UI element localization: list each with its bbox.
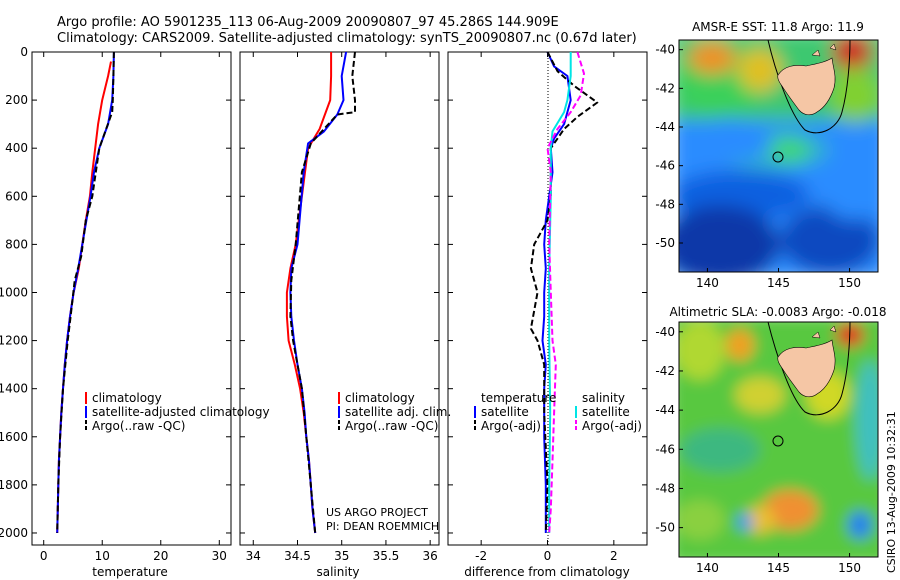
x-tick-label: 35 <box>334 549 349 563</box>
map-y-tick-label: -40 <box>655 325 675 339</box>
series-line <box>289 51 348 534</box>
temperature-xlabel: temperature <box>92 565 167 579</box>
x-tick-label: 35.5 <box>373 549 400 563</box>
sla-coast-islands <box>811 325 837 339</box>
x-tick-label: 34.5 <box>284 549 311 563</box>
legend-label-argo: Argo(..raw -QC) <box>345 419 438 433</box>
y-tick-label: 1400 <box>0 382 28 396</box>
sst-map-panel: AMSR-E SST: 11.8 Argo: 11.9 <box>655 20 879 290</box>
sla-tasmania-land <box>777 339 836 398</box>
difference-ticks: -2 0 2 <box>448 51 647 563</box>
y-tick-label: 2000 <box>0 526 28 540</box>
legend-group-temperature: temperature <box>481 391 556 405</box>
map-y-tick-label: -42 <box>655 81 675 95</box>
salinity-lines <box>285 51 356 534</box>
legend-label-climatology: climatology <box>92 391 162 405</box>
y-tick-label: 800 <box>5 237 28 251</box>
x-tick-label: 2 <box>610 549 618 563</box>
legend-label-temp-satellite: satellite <box>481 405 529 419</box>
legend-label-climatology: climatology <box>345 391 415 405</box>
temperature-lines <box>56 51 115 534</box>
y-tick-label: 0 <box>20 45 28 59</box>
sla-map-title: Altimetric SLA: -0.0083 Argo: -0.018 <box>669 305 886 319</box>
x-tick-label: -2 <box>475 549 487 563</box>
timestamp-stamp: CSIRO 13-Aug-2009 10:32:31 <box>885 411 898 573</box>
map-y-tick-label: -46 <box>655 159 675 173</box>
sst-heatmap <box>679 40 878 272</box>
map-y-tick-label: -46 <box>655 442 675 456</box>
x-tick-label: 0 <box>544 549 552 563</box>
x-tick-label: 10 <box>95 549 110 563</box>
sst-map-title: AMSR-E SST: 11.8 Argo: 11.9 <box>692 20 864 34</box>
salinity-legend: climatology satellite adj. clim. Argo(..… <box>338 391 451 433</box>
series-line <box>546 51 585 534</box>
y-tick-label: 1600 <box>0 430 28 444</box>
map-y-tick-label: -44 <box>655 120 675 134</box>
map-y-tick-label: -50 <box>655 521 675 535</box>
series-line <box>56 51 115 534</box>
x-tick-label: 0 <box>40 549 48 563</box>
legend-group-salinity: salinity <box>582 391 625 405</box>
sst-argo-location-marker <box>772 151 784 163</box>
y-tick-label: 1000 <box>0 285 28 299</box>
series-line <box>56 61 112 534</box>
series-line <box>548 52 572 533</box>
sla-map-panel: Altimetric SLA: -0.0083 Argo: -0.018 <box>655 305 886 575</box>
legend-label-satellite-adjusted: satellite-adjusted climatology <box>92 405 270 419</box>
series-line <box>56 51 115 534</box>
sla-heatmap <box>679 322 878 557</box>
difference-legend: temperature satellite Argo(-adj) salinit… <box>474 391 642 433</box>
map-y-tick-label: -40 <box>655 43 675 57</box>
map-y-tick-label: -44 <box>655 403 675 417</box>
header-line-2: Climatology: CARS2009. Satellite-adjuste… <box>57 31 637 46</box>
series-line <box>289 51 356 534</box>
temperature-axes-frame <box>31 51 232 546</box>
map-x-tick-label: 140 <box>696 276 719 290</box>
difference-lines <box>529 51 599 534</box>
sst-map-ticks: 140 145 150 -40 -42 -44 -46 -48 -50 <box>655 43 861 290</box>
legend-label-argo: Argo(..raw -QC) <box>92 419 185 433</box>
salinity-panel: 34 34.5 35 35.5 36 climatology satellite adj… <box>239 51 451 579</box>
project-line-1: US ARGO PROJECT <box>326 506 428 519</box>
y-tick-label: 1800 <box>0 478 28 492</box>
temperature-legend: climatology satellite-adjusted climatolo… <box>85 391 270 433</box>
sla-argo-location-marker <box>772 435 784 447</box>
sst-coast-islands <box>811 43 837 57</box>
y-tick-label: 1200 <box>0 334 28 348</box>
x-tick-label: 20 <box>153 549 168 563</box>
x-tick-label: 36 <box>423 549 438 563</box>
map-y-tick-label: -48 <box>655 481 675 495</box>
temperature-panel: 0 10 20 30 0 200 400 600 800 1000 1200 1400 1600 1800… <box>0 45 270 579</box>
legend-label-temp-argo: Argo(-adj) <box>481 419 541 433</box>
difference-xlabel: difference from climatology <box>464 565 630 579</box>
map-x-tick-label: 150 <box>838 276 861 290</box>
salinity-xlabel: salinity <box>316 565 359 579</box>
map-y-tick-label: -48 <box>655 197 675 211</box>
y-tick-label: 400 <box>5 141 28 155</box>
map-x-tick-label: 140 <box>696 561 719 575</box>
series-line <box>529 51 599 534</box>
salinity-axes-frame <box>239 51 440 546</box>
x-tick-label: 34 <box>246 549 261 563</box>
header-line-1: Argo profile: AO 5901235_113 06-Aug-2009… <box>57 15 559 30</box>
map-x-tick-label: 145 <box>767 276 790 290</box>
temperature-ticks: 0 10 20 30 0 200 400 600 800 1000 1200 1400 1600 1800… <box>0 45 231 563</box>
y-tick-label: 600 <box>5 189 28 203</box>
map-y-tick-label: -42 <box>655 364 675 378</box>
difference-panel: -2 0 2 temperature satellite Argo(-adj) sa… <box>447 51 648 579</box>
project-line-2: PI: DEAN ROEMMICH <box>326 520 439 533</box>
legend-label-sal-argo: Argo(-adj) <box>582 419 642 433</box>
y-tick-label: 200 <box>5 93 28 107</box>
sla-map-ticks: 140 145 150 -40 -42 -44 -46 -48 -50 <box>655 325 861 575</box>
legend-label-satellite-adj: satellite adj. clim. <box>345 405 451 419</box>
map-x-tick-label: 145 <box>767 561 790 575</box>
map-x-tick-label: 150 <box>838 561 861 575</box>
legend-label-sal-satellite: satellite <box>582 405 630 419</box>
x-tick-label: 30 <box>212 549 227 563</box>
salinity-ticks: 34 34.5 35 35.5 36 <box>240 51 439 563</box>
map-y-tick-label: -50 <box>655 236 675 250</box>
sst-tasmania-land <box>777 57 836 116</box>
